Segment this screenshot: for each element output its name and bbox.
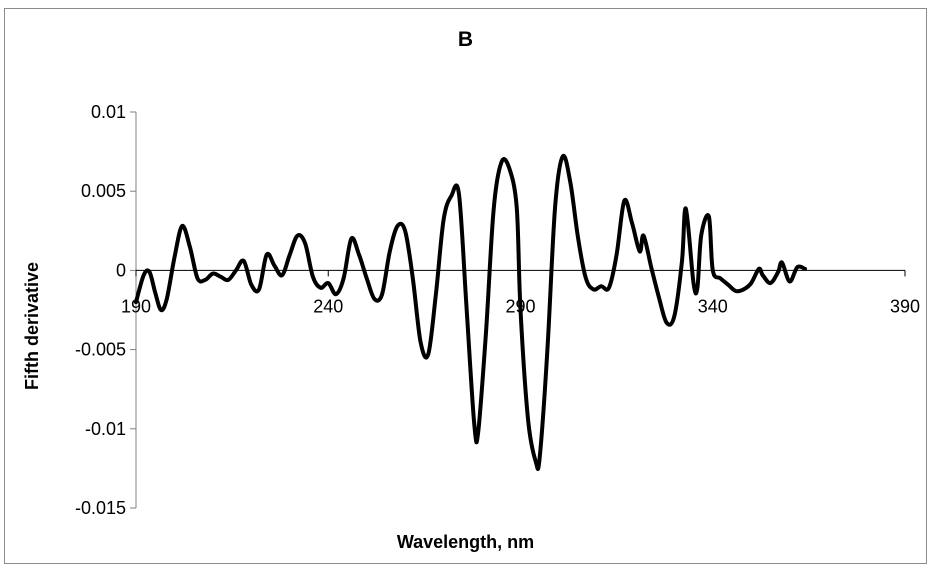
x-axis-label: Wavelength, nm bbox=[396, 532, 535, 552]
chart-title: B bbox=[457, 28, 474, 51]
x-tick-label: 190 bbox=[121, 296, 151, 316]
y-tick-label: 0.005 bbox=[81, 181, 126, 201]
x-tick-label: 340 bbox=[698, 296, 728, 316]
y-tick-label: -0.01 bbox=[85, 419, 126, 439]
y-tick-label: -0.005 bbox=[75, 340, 126, 360]
y-tick-label: 0 bbox=[116, 260, 126, 280]
x-tick-label: 240 bbox=[313, 296, 343, 316]
y-tick-label: 0.01 bbox=[91, 102, 126, 122]
series-line bbox=[134, 153, 807, 472]
x-tick-label: 390 bbox=[890, 296, 920, 316]
y-tick-label: -0.015 bbox=[75, 498, 126, 518]
